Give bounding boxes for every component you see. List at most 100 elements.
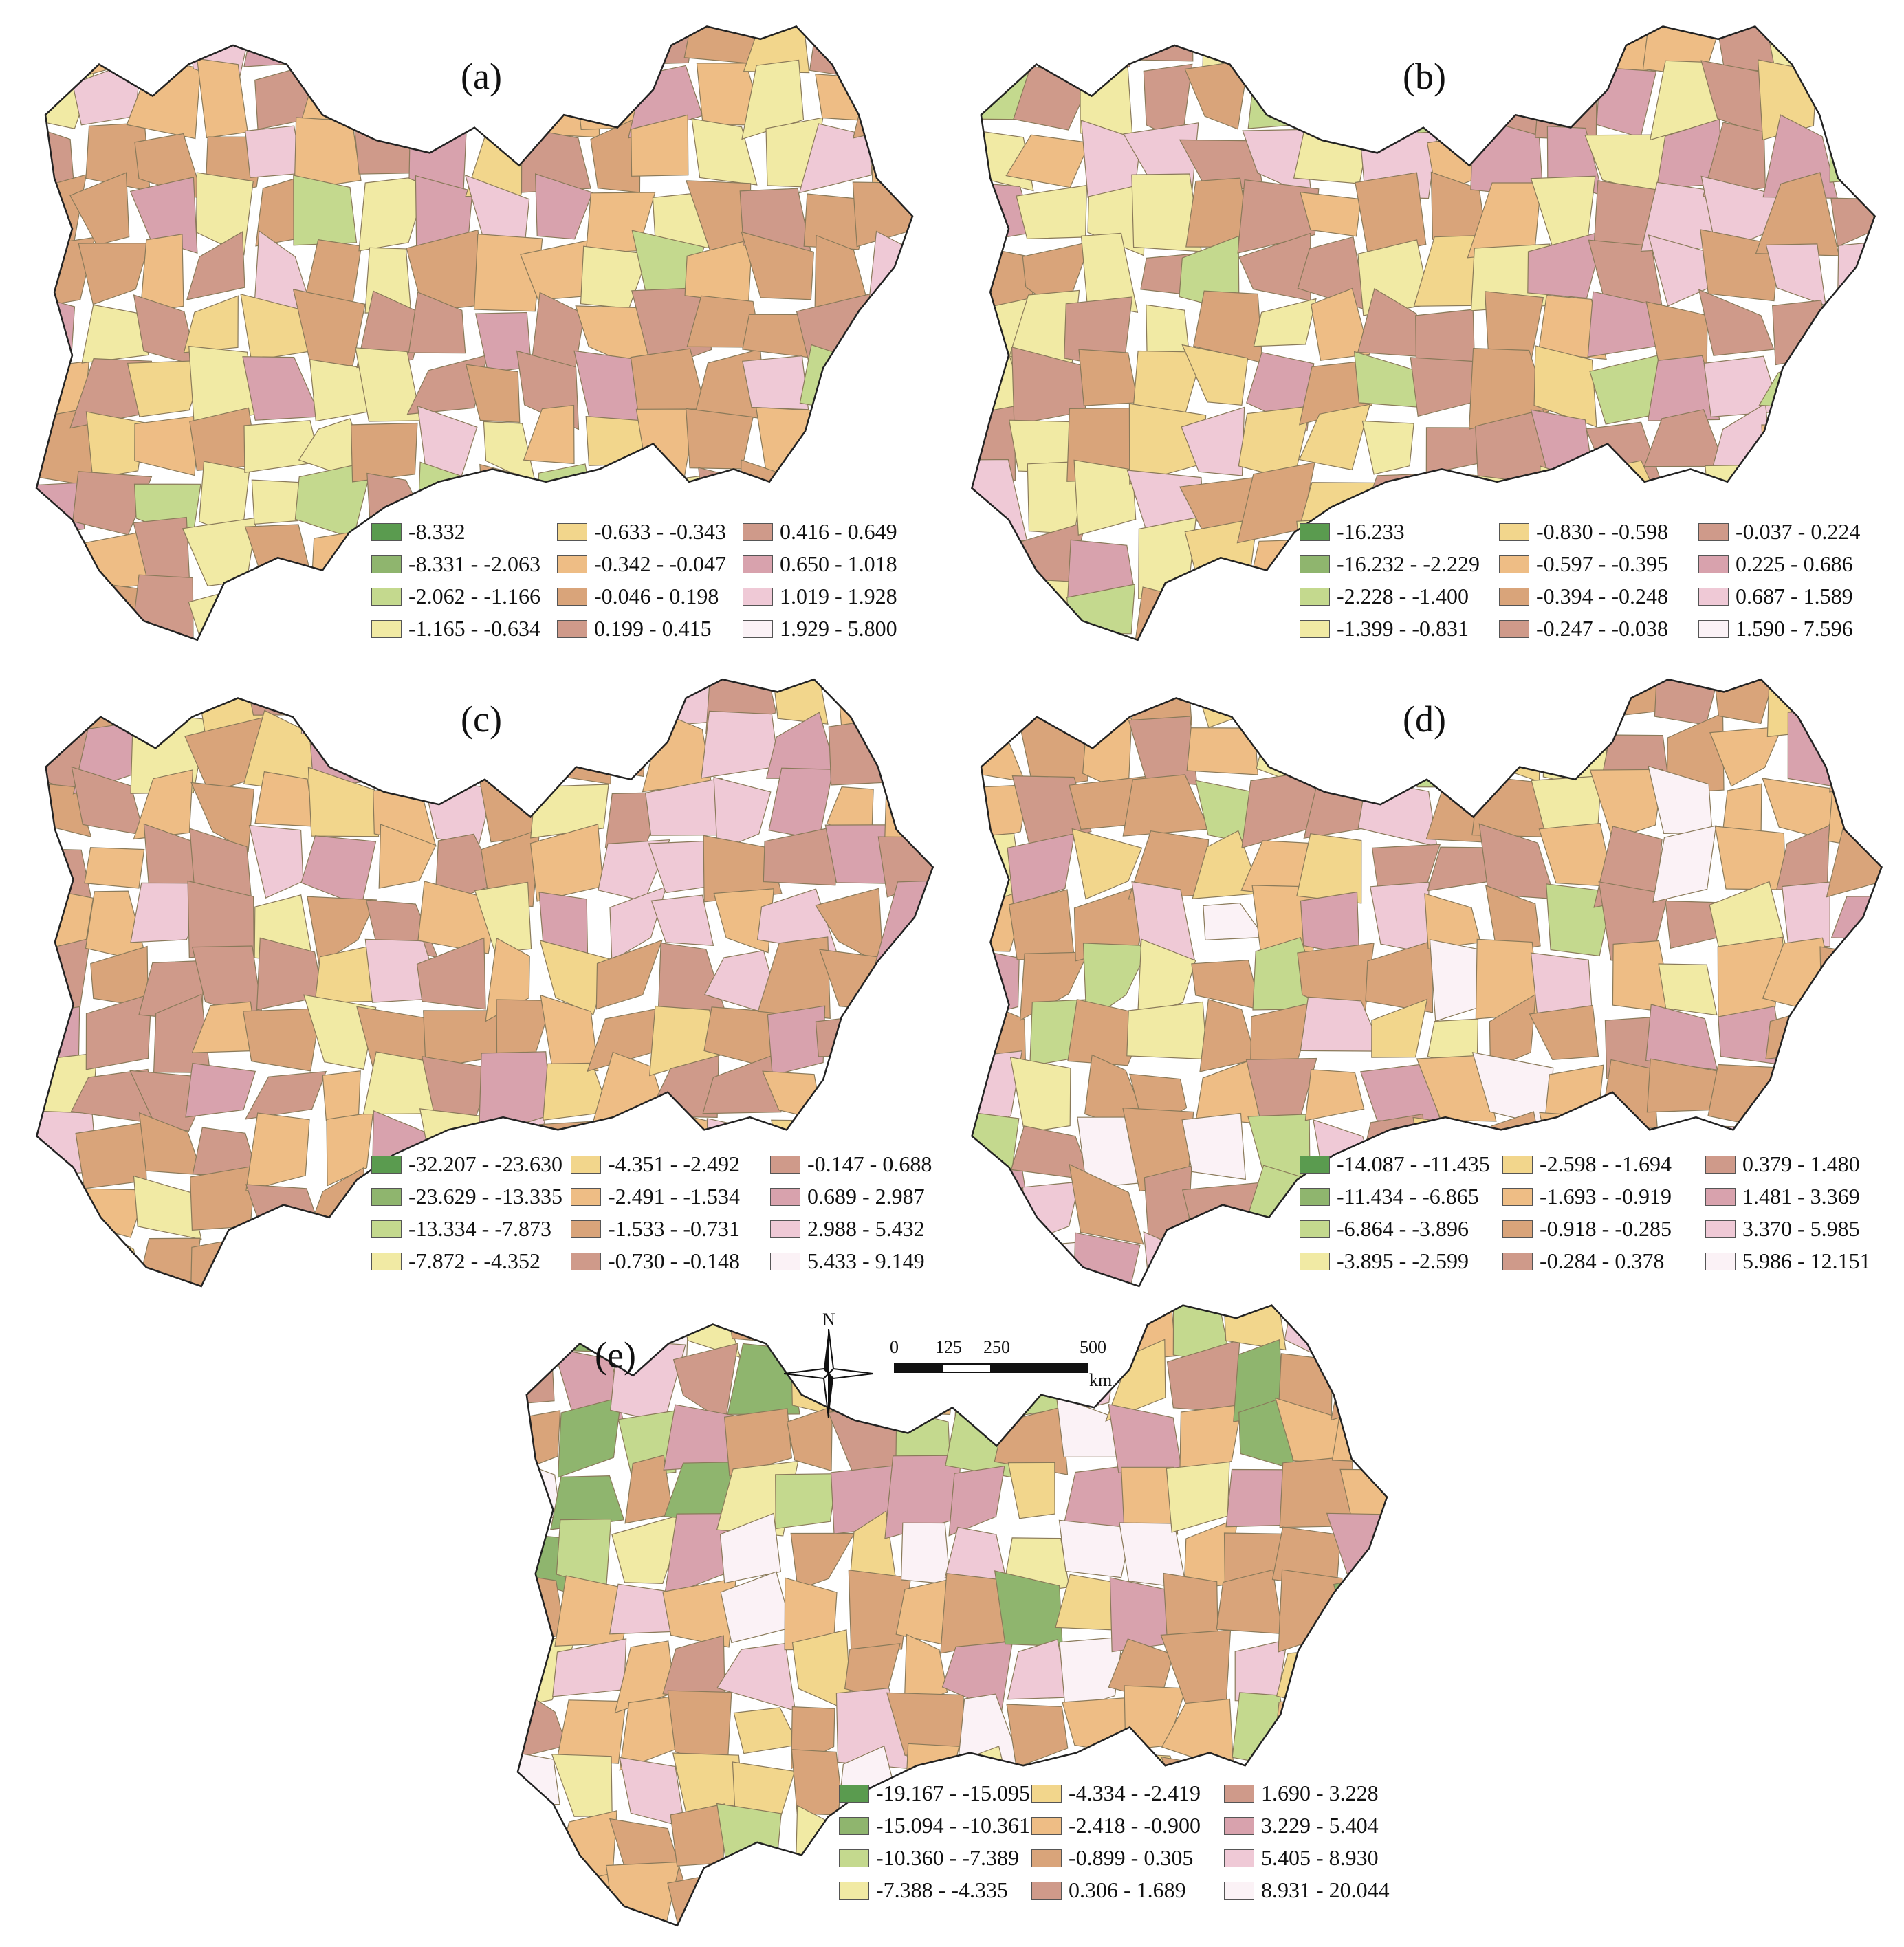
legend-c: -32.207 - -23.630 -23.629 - -13.335 -13.33…	[371, 1152, 949, 1289]
county-region	[1296, 833, 1362, 904]
legend-label: -8.332	[408, 519, 466, 544]
county-region	[839, 1061, 893, 1136]
legend-label: -0.046 - 0.198	[594, 584, 719, 608]
county-region	[1080, 232, 1139, 314]
county-region	[1071, 828, 1143, 900]
legend-swatch	[1705, 1155, 1736, 1174]
county-region	[1761, 424, 1826, 481]
county-region	[81, 304, 149, 364]
legend-label: 1.019 - 1.928	[780, 584, 897, 608]
legend-swatch	[1705, 1220, 1736, 1238]
county-region	[1304, 1069, 1365, 1121]
county-region	[1243, 26, 1311, 85]
legend-item: 0.650 - 1.018	[743, 551, 897, 577]
county-region	[1336, 1696, 1388, 1763]
legend-item: -0.037 - 0.224	[1698, 519, 1860, 544]
county-region	[972, 1050, 1023, 1137]
legend-swatch	[1499, 619, 1529, 638]
panel-d: (d) -14.087 - -11.435 -11.434 - -6.865 -6.…	[956, 667, 1898, 1299]
scale-tick-250: 250	[983, 1337, 1010, 1357]
legend-swatch	[743, 587, 773, 606]
legend-label: 3.370 - 5.985	[1742, 1216, 1860, 1241]
county-region	[85, 411, 146, 479]
county-region	[1128, 716, 1198, 786]
county-region	[1247, 73, 1322, 129]
county-region	[972, 540, 1024, 587]
county-region	[140, 234, 184, 314]
county-region	[1297, 26, 1381, 85]
legend-d: -14.087 - -11.435 -11.434 - -6.865 -6.864 …	[1300, 1152, 1898, 1289]
legend-label: 0.650 - 1.018	[780, 551, 897, 576]
county-region	[719, 1512, 782, 1584]
county-region	[609, 886, 667, 962]
county-region	[266, 1227, 327, 1286]
county-region	[1709, 726, 1783, 787]
county-region	[733, 1707, 799, 1754]
county-region	[815, 1013, 893, 1057]
legend-item: 0.306 - 1.689	[1031, 1878, 1186, 1903]
legend-item: 1.929 - 5.800	[743, 616, 897, 641]
panel-label-a: (a)	[461, 56, 502, 97]
county-region	[815, 74, 871, 122]
county-region	[948, 1465, 1005, 1537]
legend-item: -0.247 - -0.038	[1499, 616, 1668, 641]
legend-label: -6.864 - -3.896	[1337, 1216, 1469, 1241]
county-region	[1654, 679, 1722, 726]
legend-label: 5.986 - 12.151	[1742, 1248, 1871, 1273]
legend-swatch	[371, 1155, 402, 1174]
legend-e: -19.167 - -15.095 -15.094 - -10.361 -10.36…	[839, 1781, 1403, 1918]
county-region	[36, 535, 89, 593]
legend-label: -1.533 - -0.731	[608, 1216, 740, 1241]
legend-item: -4.351 - -2.492	[571, 1152, 740, 1177]
county-region	[36, 938, 91, 1018]
legend-item: -2.598 - -1.694	[1502, 1152, 1672, 1177]
county-region	[1416, 1055, 1497, 1122]
county-region	[36, 1233, 86, 1286]
panel-label-e: (e)	[595, 1334, 636, 1376]
legend-label: 3.229 - 5.404	[1261, 1813, 1379, 1838]
county-region	[1766, 679, 1845, 738]
county-region	[873, 679, 933, 738]
legend-label: -2.598 - -1.694	[1540, 1152, 1672, 1176]
county-region	[662, 1578, 736, 1648]
county-region	[595, 679, 664, 733]
legend-label: -0.284 - 0.378	[1540, 1248, 1665, 1273]
county-region	[127, 360, 208, 417]
county-region	[1765, 1000, 1844, 1059]
county-region	[1108, 1403, 1183, 1474]
panel-label-d: (d)	[1403, 698, 1446, 740]
county-region	[605, 1861, 681, 1926]
legend-label: 1.929 - 5.800	[780, 616, 897, 641]
legend-label: -8.331 - -2.063	[408, 551, 540, 576]
legend-swatch	[371, 1252, 402, 1270]
county-region	[1607, 679, 1659, 717]
legend-label: -10.360 - -7.389	[876, 1845, 1019, 1870]
county-region	[701, 710, 779, 779]
county-region	[1589, 769, 1663, 840]
legend-item: -0.046 - 0.198	[557, 584, 719, 609]
county-region	[1073, 459, 1137, 536]
legend-label: -0.342 - -0.047	[594, 551, 726, 576]
map-a	[35, 25, 914, 641]
county-region	[292, 289, 366, 368]
county-region	[1078, 26, 1130, 67]
county-region	[852, 79, 912, 139]
county-region	[972, 594, 1021, 640]
county-region	[517, 1410, 561, 1477]
county-region	[1007, 833, 1075, 907]
legend-swatch	[770, 1220, 800, 1238]
region-outline	[35, 25, 914, 641]
legend-label: -2.062 - -1.166	[408, 584, 540, 608]
county-region	[868, 230, 912, 313]
legend-label: -15.094 - -10.361	[876, 1813, 1030, 1838]
county-region	[742, 355, 809, 410]
county-region	[972, 679, 1029, 719]
legend-swatch	[1300, 1187, 1330, 1206]
legend-swatch	[1300, 619, 1330, 638]
county-region	[1529, 1004, 1599, 1061]
legend-label: -13.334 - -7.873	[408, 1216, 551, 1241]
county-region	[556, 1700, 626, 1764]
county-region	[293, 175, 358, 246]
legend-label: 0.199 - 0.415	[594, 616, 712, 641]
county-region	[1772, 300, 1834, 366]
